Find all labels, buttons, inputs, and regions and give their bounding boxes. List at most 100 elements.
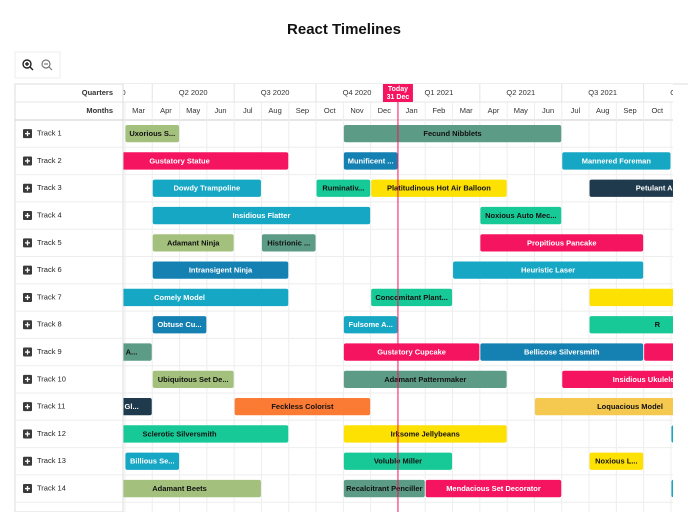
month-label: Sep bbox=[623, 106, 636, 115]
quarters-header: Quarters bbox=[82, 88, 113, 97]
track-toggle[interactable] bbox=[23, 374, 32, 384]
timeline-element bbox=[152, 261, 289, 279]
toggle-plus bbox=[25, 240, 30, 246]
timeline-element bbox=[234, 398, 371, 416]
toggle-plus bbox=[25, 131, 30, 137]
toggle-plus bbox=[25, 158, 30, 164]
track-toggle[interactable] bbox=[23, 292, 32, 302]
toggle-plus bbox=[25, 486, 30, 492]
track-title: Track 3 bbox=[37, 183, 62, 192]
month-label: Jun bbox=[542, 106, 554, 115]
month-label: Jan bbox=[406, 106, 418, 115]
toggle-plus bbox=[25, 267, 30, 273]
month-label: Nov bbox=[350, 106, 364, 115]
timeline-element bbox=[123, 398, 152, 416]
track-title: Track 10 bbox=[37, 374, 66, 383]
timeline-element bbox=[343, 316, 398, 334]
today-date: 31 Dec bbox=[387, 94, 410, 101]
month-label: Aug bbox=[596, 106, 609, 115]
timeline-element bbox=[562, 370, 673, 388]
track-toggle[interactable] bbox=[23, 183, 32, 193]
toggle-plus bbox=[25, 213, 30, 219]
timeline-element bbox=[562, 152, 671, 170]
element-title: Adamant Beets bbox=[152, 484, 207, 493]
track-toggle[interactable] bbox=[23, 129, 32, 139]
toggle-plus bbox=[25, 322, 30, 328]
month-label: May bbox=[514, 106, 528, 115]
timeline-element bbox=[534, 398, 673, 416]
quarter-label: Q3 2020 bbox=[261, 88, 290, 97]
timeline-element bbox=[123, 152, 289, 170]
timeline-element bbox=[480, 234, 644, 252]
element-title: Propitious Pancake bbox=[527, 238, 597, 247]
timeline-element bbox=[671, 479, 673, 498]
zoom-box bbox=[14, 51, 61, 79]
track-toggle[interactable] bbox=[23, 156, 32, 166]
timeline-element bbox=[125, 125, 180, 143]
timeline-element bbox=[152, 316, 207, 334]
element-title: Irksome Jellybeans bbox=[391, 429, 460, 438]
timeline-element bbox=[125, 452, 180, 470]
toggle-plus bbox=[25, 185, 30, 191]
element-title: Noxious Auto Mec... bbox=[485, 211, 556, 220]
timeline-element bbox=[671, 425, 673, 443]
month-label: Apr bbox=[160, 106, 172, 115]
month-label: Mar bbox=[132, 106, 145, 115]
zoom-out-button[interactable] bbox=[41, 59, 53, 71]
track-toggle[interactable] bbox=[23, 211, 32, 221]
track-toggle[interactable] bbox=[23, 484, 32, 494]
timeline-element bbox=[123, 288, 289, 307]
track-toggle[interactable] bbox=[23, 429, 32, 439]
month-label: Jun bbox=[214, 106, 226, 115]
timeline-element bbox=[123, 479, 261, 498]
track-title: Track 14 bbox=[37, 484, 66, 493]
element-title: ent Gl... bbox=[111, 402, 139, 411]
element-title: Heuristic Laser bbox=[521, 266, 575, 275]
month-label: Mar bbox=[460, 106, 473, 115]
timeline-element bbox=[453, 261, 644, 279]
month-label: Apr bbox=[488, 106, 500, 115]
toggle-plus bbox=[25, 404, 30, 410]
track-title: Track 1 bbox=[37, 129, 62, 138]
timeline-element bbox=[589, 288, 673, 307]
track-toggle[interactable] bbox=[23, 320, 32, 330]
track-toggle[interactable] bbox=[23, 402, 32, 412]
track-title: Track 13 bbox=[37, 456, 66, 465]
element-title: Sclerotic Silversmith bbox=[142, 429, 217, 438]
zoom-controls bbox=[14, 51, 61, 79]
timeline-element bbox=[371, 288, 453, 307]
track-toggle[interactable] bbox=[23, 265, 32, 275]
element-title: Mendacious Set Decorator bbox=[446, 484, 541, 493]
timeline-element bbox=[589, 452, 644, 470]
timeline-element bbox=[343, 152, 398, 170]
month-label: Dec bbox=[378, 106, 392, 115]
toggle-plus bbox=[25, 294, 30, 300]
element-title: Petulant A... bbox=[636, 184, 679, 193]
track-toggle[interactable] bbox=[23, 347, 32, 357]
timeline-element bbox=[343, 425, 507, 443]
month-label: Sep bbox=[296, 106, 309, 115]
sidebar-bg bbox=[14, 83, 124, 512]
zoom-in-button[interactable] bbox=[22, 59, 34, 71]
element-title: Munificent ... bbox=[348, 156, 394, 165]
timeline-element bbox=[316, 179, 371, 197]
element-title: Obtuse Cu... bbox=[157, 320, 201, 329]
sidebar: Quarters Months Track 1 Track 2 Track 3 Tra… bbox=[14, 83, 124, 512]
track-title: Track 11 bbox=[37, 402, 65, 411]
track-toggle[interactable] bbox=[23, 456, 32, 466]
element-title: Histrionic ... bbox=[267, 238, 310, 247]
track-title: Track 12 bbox=[37, 429, 66, 438]
element-title: Insidious Ukulele bbox=[613, 375, 675, 384]
element-title: Gustatory Statue bbox=[149, 156, 209, 165]
timeline-element bbox=[152, 234, 234, 252]
timeline-element bbox=[261, 234, 316, 252]
month-label: Oct bbox=[651, 106, 664, 115]
track-toggle[interactable] bbox=[23, 238, 32, 248]
timeline-element bbox=[343, 370, 507, 388]
track-title: Track 2 bbox=[37, 156, 62, 165]
track-title: Track 9 bbox=[37, 347, 62, 356]
element-title: Gustatory Cupcake bbox=[377, 348, 446, 357]
element-title: Dowdy Trampoline bbox=[174, 184, 241, 193]
